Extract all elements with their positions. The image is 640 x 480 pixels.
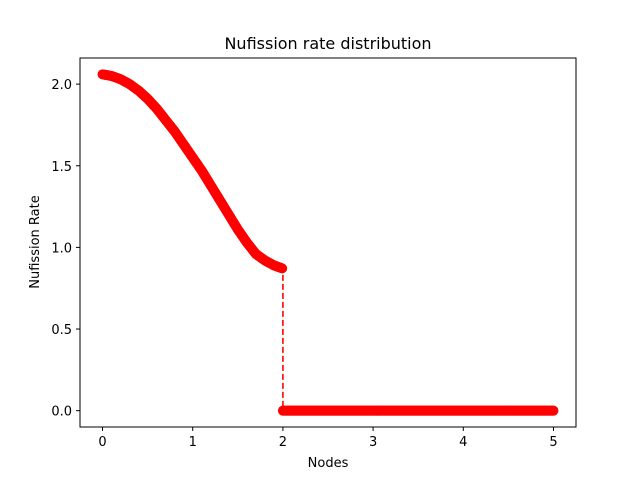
x-axis-label: Nodes	[308, 456, 349, 471]
data-point	[277, 263, 288, 274]
x-tick-label: 4	[459, 435, 467, 450]
plot-frame	[79, 57, 577, 428]
x-tick-label: 5	[549, 435, 557, 450]
x-tick-label: 2	[279, 435, 287, 450]
y-tick-label: 0.5	[51, 323, 72, 338]
plot-area	[97, 69, 559, 416]
axis-ticks: 0 1 2 3 4 5 0.0 0.5 1.0 1.5 2.0	[51, 78, 557, 450]
x-tick-label: 3	[369, 435, 377, 450]
series-markers	[97, 69, 559, 416]
y-tick-label: 2.0	[51, 78, 72, 93]
y-tick-label: 0.0	[51, 405, 72, 420]
x-tick-label: 1	[189, 435, 197, 450]
y-tick-label: 1.0	[51, 241, 72, 256]
chart-title: Nufission rate distribution	[224, 34, 431, 53]
y-axis-label: Nufission Rate	[28, 195, 43, 288]
x-tick-label: 0	[98, 435, 106, 450]
data-point	[548, 405, 559, 416]
y-tick-label: 1.5	[51, 160, 72, 175]
